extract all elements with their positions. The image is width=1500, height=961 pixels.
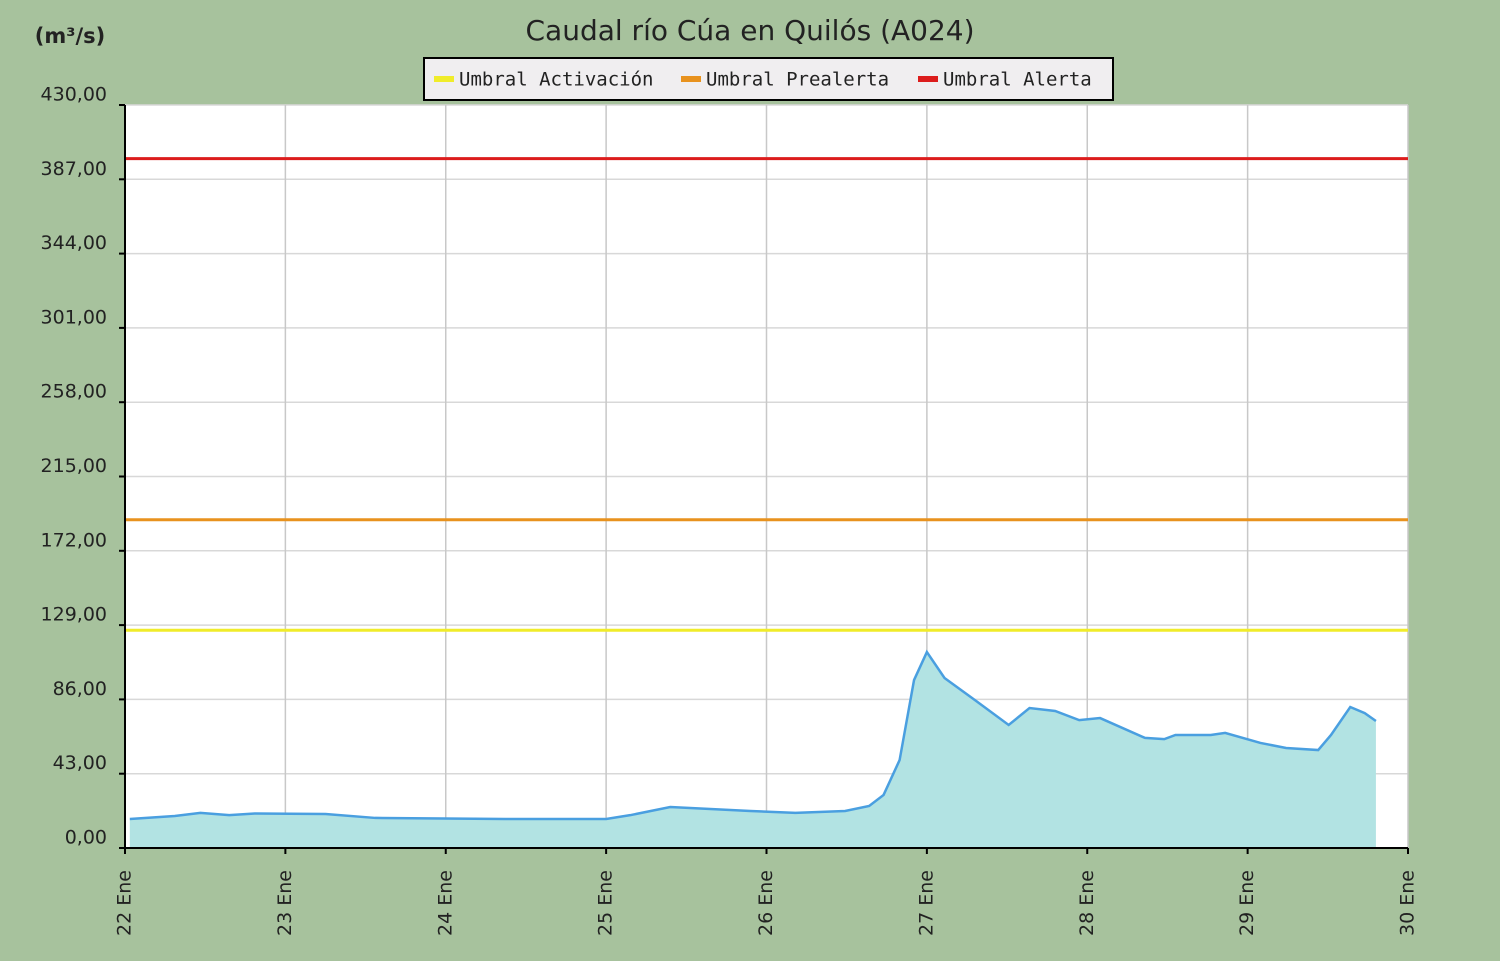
y-tick-label: 258,00 [41, 381, 107, 403]
x-tick-label: 30 Ene [1397, 870, 1419, 936]
y-axis-label: (m³/s) [35, 24, 105, 48]
x-tick-label: 22 Ene [114, 870, 136, 936]
legend-swatch [918, 76, 938, 82]
y-tick-label: 387,00 [41, 158, 107, 180]
y-tick-label: 172,00 [41, 529, 107, 551]
area-fill [129, 652, 1376, 848]
x-tick-label: 23 Ene [274, 870, 296, 936]
x-tick-label: 27 Ene [915, 870, 937, 936]
y-tick-label: 301,00 [41, 306, 107, 328]
x-tick-label: 24 Ene [434, 870, 456, 936]
legend-label: Umbral Prealerta [706, 69, 889, 91]
y-tick-label: 0,00 [65, 827, 107, 849]
y-tick-label: 86,00 [53, 678, 107, 700]
x-tick-label: 29 Ene [1236, 870, 1258, 936]
legend-swatch [681, 76, 701, 82]
y-tick-label: 129,00 [41, 604, 107, 626]
flow-line [129, 649, 1377, 821]
legend-label: Umbral Activación [459, 69, 653, 91]
x-tick-label: 28 Ene [1076, 870, 1098, 936]
x-tick-label: 25 Ene [595, 870, 617, 936]
y-tick-label: 430,00 [41, 84, 107, 106]
x-tick-label: 26 Ene [755, 870, 777, 936]
legend-swatch [434, 76, 454, 82]
chart-title: Caudal río Cúa en Quilós (A024) [525, 14, 974, 47]
y-tick-label: 344,00 [41, 232, 107, 254]
y-tick-label: 43,00 [53, 752, 107, 774]
y-tick-label: 215,00 [41, 455, 107, 477]
legend-label: Umbral Alerta [943, 69, 1092, 91]
legend [423, 57, 1114, 101]
